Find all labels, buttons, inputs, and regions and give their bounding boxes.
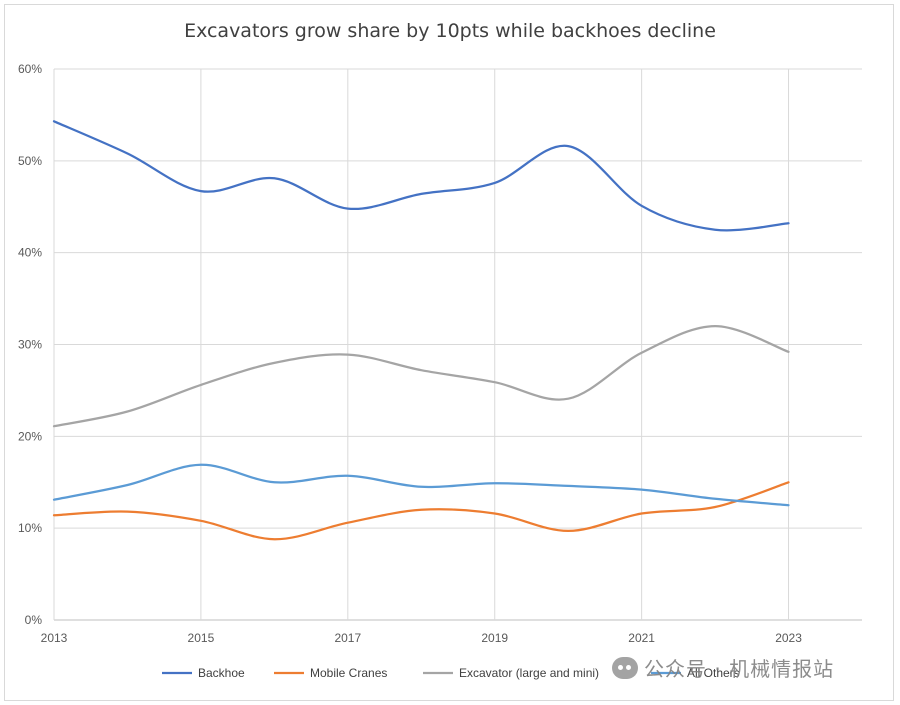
watermark-text: 公众号 · 机械情报站 <box>644 657 835 681</box>
x-tick-label: 2021 <box>628 631 655 645</box>
x-tick-label: 2019 <box>481 631 508 645</box>
series-line-1 <box>52 481 790 541</box>
x-tick-label: 2015 <box>188 631 215 645</box>
y-tick-label: 40% <box>18 246 42 260</box>
legend-label-1: Mobile Cranes <box>310 666 387 680</box>
y-tick-label: 20% <box>18 429 42 443</box>
y-tick-label: 0% <box>25 613 43 627</box>
legend-label-2: Excavator (large and mini) <box>459 666 599 680</box>
series-line-0 <box>52 120 790 232</box>
chart-frame <box>4 4 894 701</box>
y-tick-label: 30% <box>18 338 42 352</box>
x-tick-label: 2023 <box>775 631 802 645</box>
y-tick-label: 60% <box>18 62 42 76</box>
x-tick-label: 2017 <box>334 631 361 645</box>
chart-title: Excavators grow share by 10pts while bac… <box>184 20 716 42</box>
watermark: 公众号 · 机械情报站 <box>612 653 834 682</box>
wechat-icon <box>612 656 638 679</box>
series-line-2 <box>52 324 790 428</box>
legend-label-0: Backhoe <box>198 666 245 680</box>
x-tick-label: 2013 <box>41 631 68 645</box>
y-tick-label: 50% <box>18 154 42 168</box>
y-tick-label: 10% <box>18 521 42 535</box>
series-line-3 <box>52 463 790 507</box>
legend-label-3: All Others <box>687 666 740 680</box>
